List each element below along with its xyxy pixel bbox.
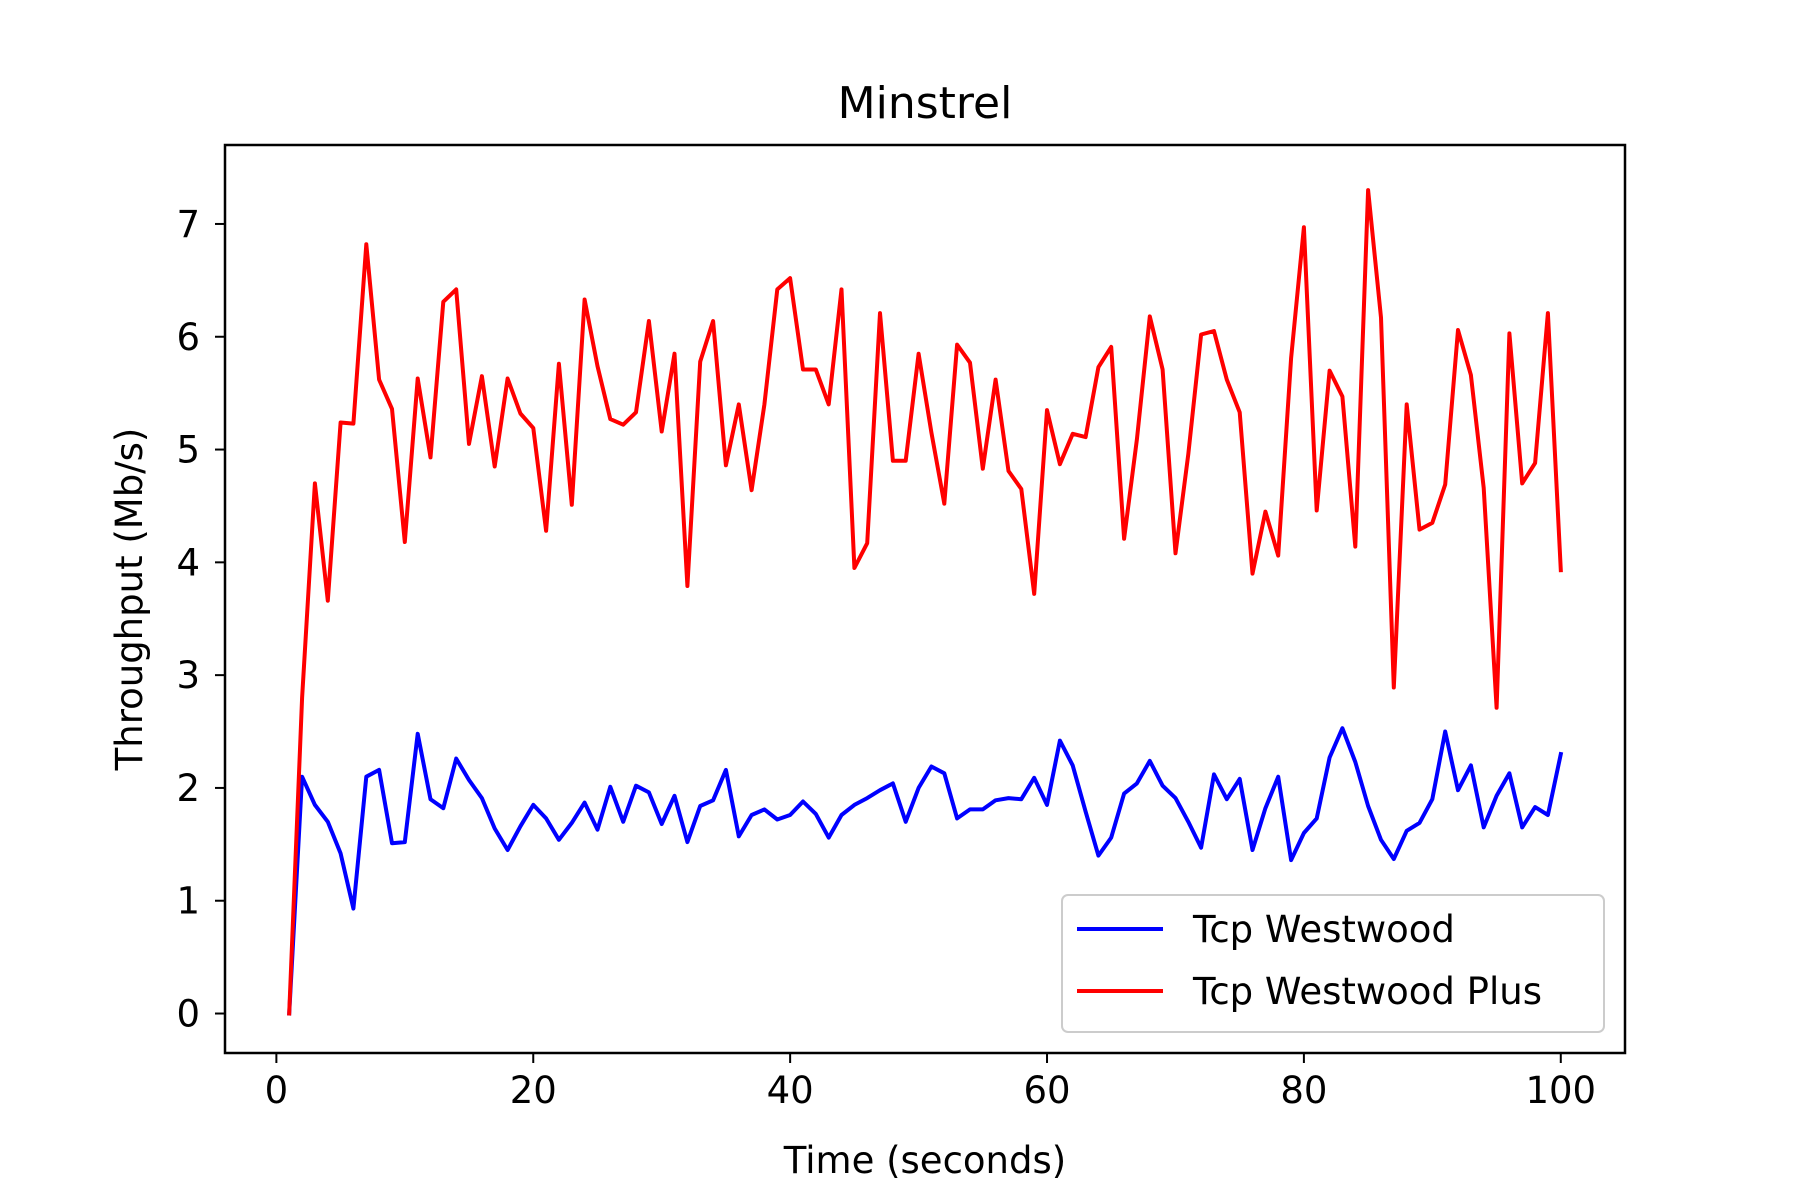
x-tick-label: 60: [1023, 1069, 1070, 1112]
y-tick-label: 1: [176, 880, 200, 923]
legend-box: [1061, 894, 1605, 1033]
y-tick-label: 2: [176, 767, 200, 810]
y-tick-label: 0: [176, 993, 200, 1036]
y-axis-title: Throughput (Mb/s): [108, 428, 151, 772]
y-tick-label: 5: [176, 429, 200, 472]
y-axis: 0 1 2 3 4 5 6 7: [176, 203, 225, 1036]
series-line-tcp-westwood-plus: [287, 188, 1563, 1016]
chart-title: Minstrel: [838, 78, 1013, 129]
legend-label-tcp-westwood: Tcp Westwood: [1192, 908, 1455, 951]
series-line-tcp-westwood: [287, 726, 1564, 1016]
plot-frame: [223, 143, 1627, 1055]
x-tick-label: 40: [767, 1069, 814, 1112]
x-tick-label: 20: [510, 1069, 557, 1112]
y-tick-label: 7: [176, 203, 200, 246]
x-axis-title: Time (seconds): [783, 1139, 1066, 1182]
y-tick-label: 4: [176, 541, 200, 584]
x-tick-label: 80: [1280, 1069, 1327, 1112]
series-layer: [287, 188, 1564, 1016]
x-tick-label: 0: [265, 1069, 289, 1112]
y-tick-label: 3: [176, 654, 200, 697]
y-tick-label: 6: [176, 316, 200, 359]
legend-label-tcp-westwood-plus: Tcp Westwood Plus: [1192, 970, 1542, 1013]
x-axis: 0 20 40 60 80 100: [265, 1053, 1596, 1112]
x-tick-label: 100: [1525, 1069, 1596, 1112]
legend: Tcp Westwood Tcp Westwood Plus: [1061, 894, 1605, 1033]
